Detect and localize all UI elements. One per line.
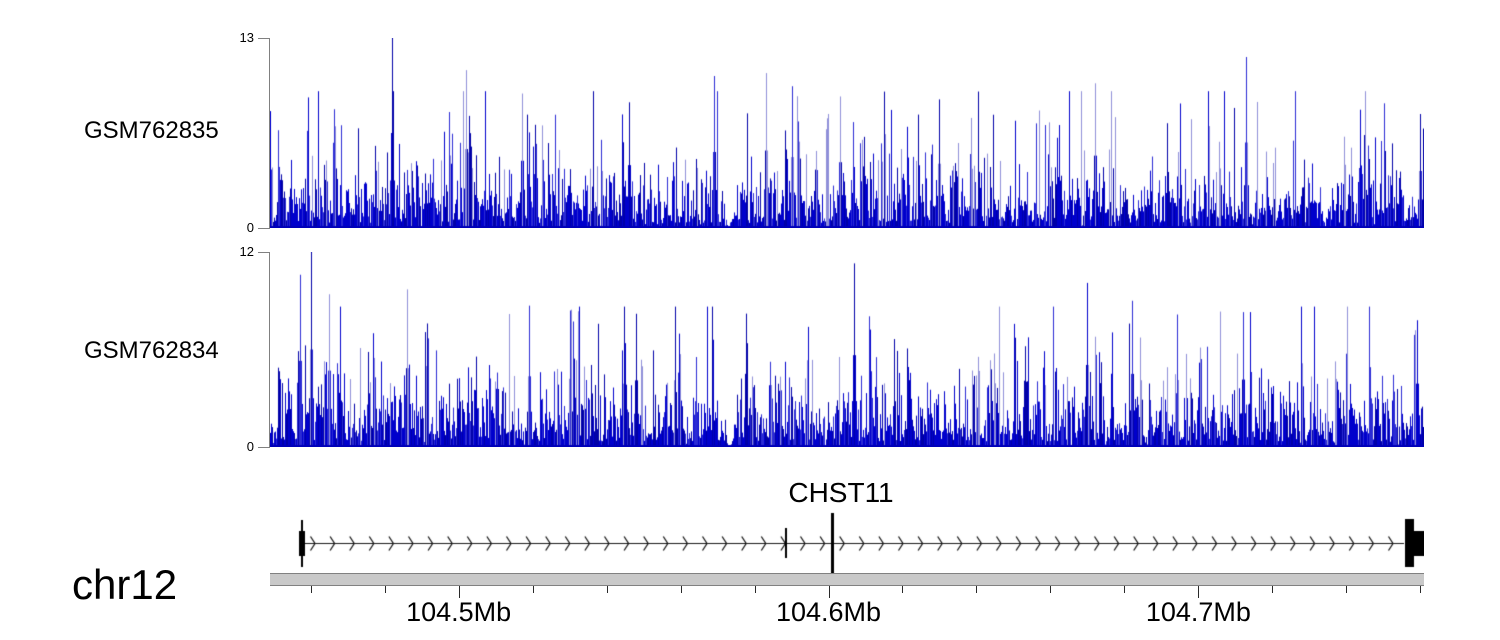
y-axis-line-track1 bbox=[269, 38, 270, 229]
ruler-coordinate-label: 104.5Mb bbox=[406, 597, 512, 627]
coverage-signal-canvas-gsm762835 bbox=[270, 38, 1424, 228]
ruler-minor-tick bbox=[754, 586, 756, 593]
ruler-coordinate-label: 104.7Mb bbox=[1145, 597, 1251, 627]
genome-ruler-bar bbox=[270, 573, 1424, 586]
ruler-minor-tick bbox=[1420, 586, 1422, 593]
ruler-minor-tick bbox=[1272, 586, 1274, 593]
ruler-minor-tick bbox=[1124, 586, 1126, 593]
track-label-gsm762835: GSM762835 bbox=[84, 117, 219, 144]
y-max-label-track1: 13 bbox=[239, 30, 254, 45]
y-axis-top-tick-track1 bbox=[258, 38, 269, 39]
ruler-minor-tick bbox=[310, 586, 312, 593]
gene-name-label: CHST11 bbox=[788, 477, 894, 508]
ruler-minor-tick bbox=[680, 586, 682, 593]
ruler-minor-tick bbox=[976, 586, 978, 593]
gene-model-chst11 bbox=[270, 505, 1424, 580]
ruler-major-tick bbox=[1198, 586, 1200, 598]
y-max-label-track2: 12 bbox=[239, 244, 254, 259]
ruler-minor-tick bbox=[384, 586, 386, 593]
ruler-minor-tick bbox=[902, 586, 904, 593]
chromosome-label: chr12 bbox=[72, 561, 178, 608]
y-min-label-track1: 0 bbox=[246, 220, 254, 235]
y-min-label-track2: 0 bbox=[246, 439, 254, 454]
y-axis-bottom-tick-track1 bbox=[258, 228, 269, 229]
ruler-major-tick bbox=[828, 586, 830, 598]
coverage-signal-canvas-gsm762834 bbox=[270, 252, 1424, 447]
ruler-minor-tick bbox=[606, 586, 608, 593]
ruler-minor-tick bbox=[532, 586, 534, 593]
ruler-coordinate-label: 104.6Mb bbox=[775, 597, 882, 627]
ruler-minor-tick bbox=[1050, 586, 1052, 593]
ruler-minor-tick bbox=[1346, 586, 1348, 593]
ruler-major-tick bbox=[458, 586, 460, 598]
y-axis-top-tick-track2 bbox=[258, 252, 269, 253]
y-axis-bottom-tick-track2 bbox=[258, 447, 269, 448]
track-label-gsm762834: GSM762834 bbox=[84, 337, 219, 364]
y-axis-line-track2 bbox=[269, 252, 270, 448]
